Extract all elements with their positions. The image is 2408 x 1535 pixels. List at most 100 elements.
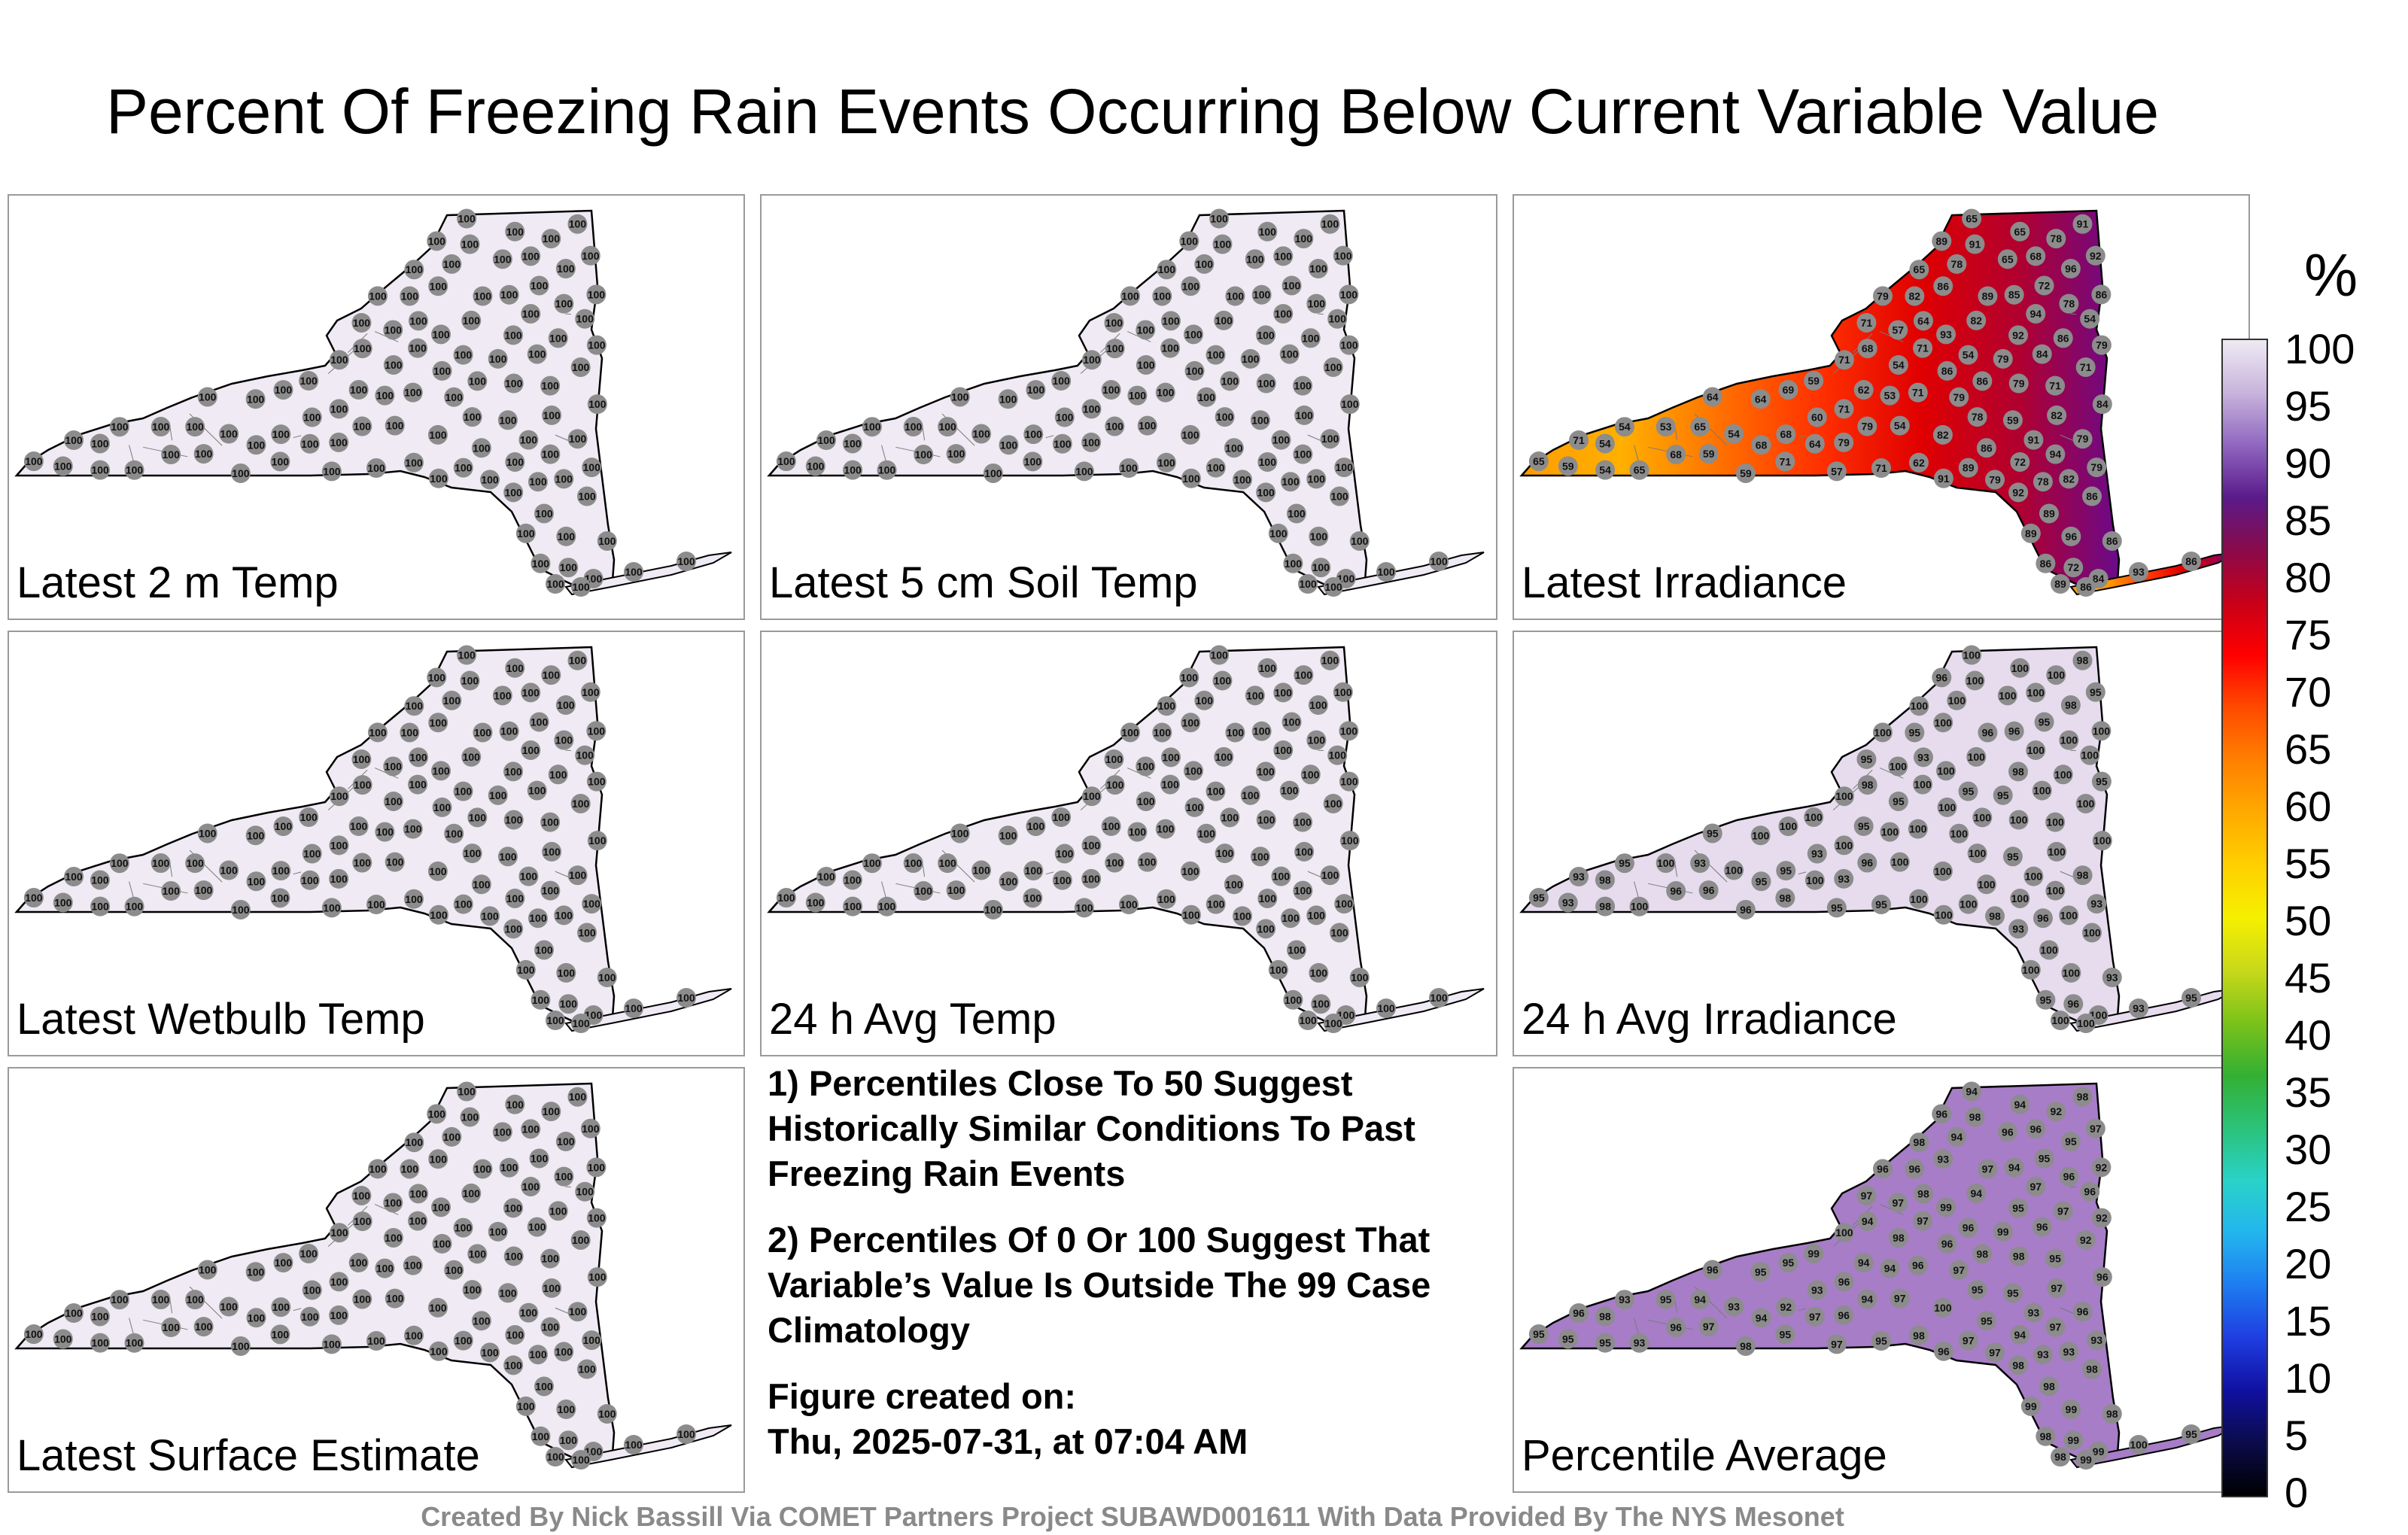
station-value: 100 xyxy=(1102,384,1120,396)
station-marker: 100 xyxy=(1105,853,1125,873)
station-value: 100 xyxy=(532,994,550,1006)
station-dot xyxy=(580,682,600,702)
station-marker: 95 xyxy=(1993,785,2013,805)
station-value: 100 xyxy=(330,436,348,448)
station-value: 100 xyxy=(542,1321,560,1333)
station-value: 100 xyxy=(1294,885,1312,897)
station-marker: 93 xyxy=(1629,1333,1649,1353)
station-value: 100 xyxy=(91,874,109,886)
station-dot xyxy=(554,905,574,926)
station-value: 100 xyxy=(1251,850,1269,862)
station-marker: 100 xyxy=(453,781,473,801)
station-marker: 96 xyxy=(1997,1122,2017,1142)
station-dot xyxy=(2061,526,2081,546)
station-value: 100 xyxy=(569,1091,587,1103)
station-value: 100 xyxy=(529,1348,547,1360)
station-dot xyxy=(1118,895,1139,915)
station-marker: 100 xyxy=(1294,665,1314,685)
station-dot xyxy=(1834,786,1854,807)
station-value: 65 xyxy=(1694,421,1706,433)
station-dot xyxy=(2072,650,2093,670)
station-value: 100 xyxy=(1257,923,1275,935)
station-value: 100 xyxy=(1214,675,1232,687)
station-value: 100 xyxy=(528,785,546,797)
station-dot xyxy=(2060,1132,2081,1152)
station-dot xyxy=(1908,452,1929,473)
station-marker: 100 xyxy=(427,1297,448,1318)
station-value: 96 xyxy=(2063,1171,2075,1183)
station-marker: 100 xyxy=(558,994,579,1014)
station-marker: 99 xyxy=(2061,1399,2081,1419)
station-value: 95 xyxy=(1533,1328,1545,1340)
station-marker: 68 xyxy=(1666,445,1686,465)
station-value: 100 xyxy=(474,290,492,302)
station-marker: 93 xyxy=(2129,562,2148,582)
station-dot xyxy=(1985,1342,2005,1363)
station-dot xyxy=(1966,1183,1987,1203)
station-marker: 100 xyxy=(1215,843,1235,864)
station-value: 100 xyxy=(367,462,385,474)
station-value: 100 xyxy=(1909,823,1927,835)
station-dot xyxy=(329,350,349,370)
station-marker: 100 xyxy=(299,1306,320,1327)
station-marker: 100 xyxy=(2026,682,2046,703)
station-value: 95 xyxy=(1780,1328,1792,1340)
station-value: 100 xyxy=(588,776,606,788)
station-dot xyxy=(1225,722,1245,743)
station-dot xyxy=(1908,382,1928,403)
station-marker: 89 xyxy=(2020,523,2041,543)
station-dot xyxy=(1179,667,1199,688)
station-value: 100 xyxy=(1129,826,1147,838)
station-value: 100 xyxy=(1075,465,1093,477)
station-dot xyxy=(64,1303,84,1324)
station-value: 100 xyxy=(588,1161,606,1173)
station-dot xyxy=(2129,1435,2148,1454)
station-dot xyxy=(515,1396,536,1416)
station-dot xyxy=(1334,894,1354,914)
station-dot xyxy=(1888,791,1908,811)
station-dot xyxy=(230,1336,251,1356)
station-value: 100 xyxy=(1158,700,1176,712)
station-value: 100 xyxy=(506,1329,524,1341)
station-marker: 100 xyxy=(1155,819,1175,839)
station-marker: 60 xyxy=(1807,407,1827,427)
station-marker: 99 xyxy=(1993,1221,2013,1242)
station-marker: 100 xyxy=(197,823,217,843)
station-marker: 100 xyxy=(302,843,322,864)
station-dot xyxy=(2008,482,2029,503)
station-value: 100 xyxy=(532,1430,550,1442)
station-marker: 100 xyxy=(676,552,696,571)
station-dot xyxy=(2085,1118,2105,1138)
station-marker: 100 xyxy=(53,456,73,476)
station-dot xyxy=(53,456,73,476)
station-dot xyxy=(1376,999,1396,1018)
station-value: 96 xyxy=(2037,912,2049,924)
station-value: 99 xyxy=(2025,1400,2037,1412)
station-marker: 65 xyxy=(1909,260,1929,280)
station-marker: 86 xyxy=(2053,328,2073,348)
station-marker: 100 xyxy=(546,574,565,594)
station-marker: 100 xyxy=(1834,786,1854,807)
station-dot xyxy=(2026,1176,2046,1196)
station-dot xyxy=(2072,429,2093,449)
station-value: 100 xyxy=(405,893,423,905)
station-marker: 100 xyxy=(542,405,562,425)
station-value: 100 xyxy=(915,885,933,897)
station-dot xyxy=(2082,923,2102,943)
station-marker: 100 xyxy=(2075,793,2096,813)
station-dot xyxy=(480,470,500,490)
station-dot xyxy=(1857,775,1877,795)
station-value: 71 xyxy=(1780,455,1792,467)
station-marker: 95 xyxy=(2036,989,2056,1010)
station-value: 100 xyxy=(247,829,265,841)
station-value: 78 xyxy=(1972,411,1984,423)
station-value: 98 xyxy=(2065,699,2077,711)
station-marker: 64 xyxy=(1750,389,1771,409)
station-marker: 97 xyxy=(1949,1260,1969,1280)
station-dot xyxy=(246,871,266,892)
station-marker: 100 xyxy=(575,309,595,329)
station-dot xyxy=(1256,761,1276,782)
station-dot xyxy=(408,1184,428,1204)
station-dot xyxy=(385,415,405,436)
station-value: 99 xyxy=(2066,1403,2078,1415)
